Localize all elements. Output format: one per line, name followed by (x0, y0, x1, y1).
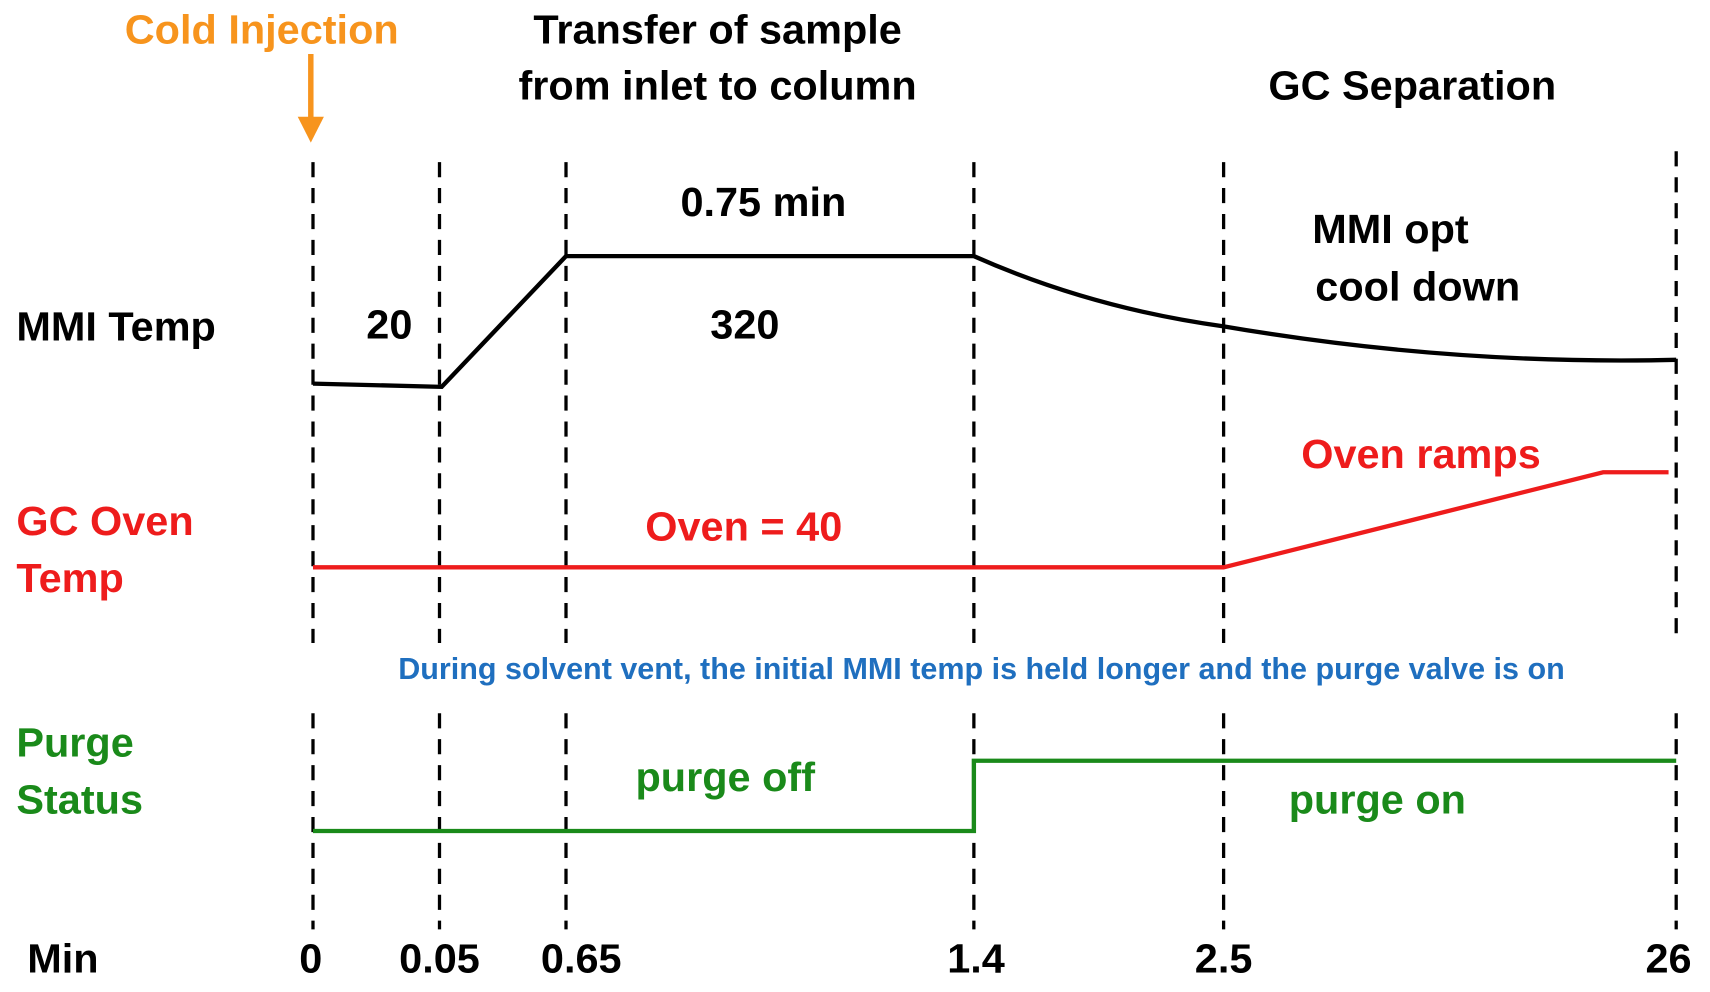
injection-arrowhead (297, 116, 324, 143)
cold-injection: Cold Injection (125, 6, 399, 52)
time-tick: 26 (1646, 936, 1692, 982)
row-label: Status (16, 777, 143, 823)
row-label: MMI Temp (16, 304, 216, 350)
phase-label: Transfer of sample (533, 6, 901, 52)
annotation: MMI opt (1312, 206, 1469, 252)
phase-label: from inlet to column (518, 63, 916, 109)
annotation: Oven = 40 (645, 504, 842, 550)
row-label: Temp (16, 555, 123, 601)
axis-label: Min (27, 936, 98, 982)
purge-profile (312, 758, 1677, 834)
annotation: purge off (635, 754, 815, 800)
time-tick: 0.05 (399, 936, 480, 982)
time-tick: 0.65 (541, 936, 622, 982)
annotation: 20 (366, 301, 412, 347)
row-label: GC Oven (16, 498, 193, 544)
annotation: 320 (710, 301, 779, 347)
annotation: cool down (1315, 264, 1520, 310)
time-tick: 2.5 (1195, 936, 1253, 982)
note: During solvent vent, the initial MMI tem… (398, 652, 1564, 686)
time-dividers (311, 151, 1678, 930)
annotation: 0.75 min (680, 179, 846, 225)
annotation: Oven ramps (1301, 431, 1541, 477)
oven-temp-profile (312, 470, 1669, 570)
phase-label: GC Separation (1268, 63, 1556, 109)
annotation: purge on (1289, 777, 1466, 823)
mmi-temp-profile (312, 253, 1677, 390)
time-tick: 0 (299, 936, 322, 982)
time-tick: 1.4 (947, 936, 1005, 982)
row-label: Purge (16, 720, 133, 766)
